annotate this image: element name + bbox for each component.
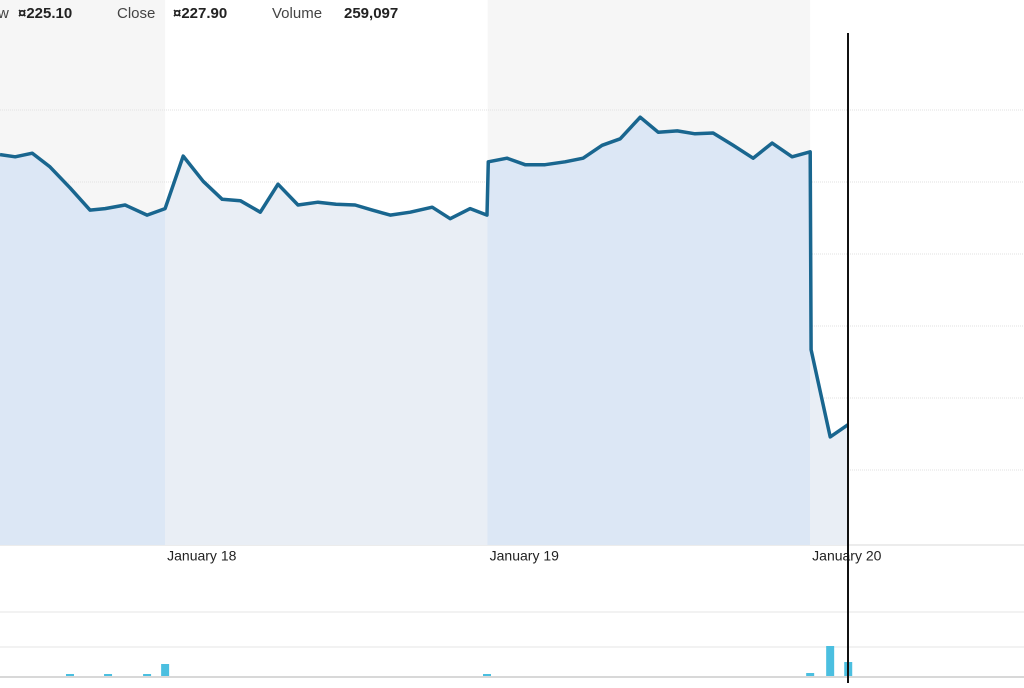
volume-bar <box>806 673 815 676</box>
volume-bar <box>826 646 835 676</box>
header-label: w <box>0 5 9 22</box>
x-tick-label: January 20 <box>812 548 881 564</box>
volume-bar <box>104 674 113 676</box>
area <box>0 117 849 545</box>
header-label: Close <box>117 5 155 22</box>
volume-bar <box>483 674 492 676</box>
header-label: Volume <box>272 5 322 22</box>
header-value: ¤227.90 <box>173 5 227 22</box>
line <box>0 115 850 439</box>
x-tick-label: January 19 <box>490 548 559 564</box>
volume-bar <box>65 674 74 676</box>
volume-bar <box>161 664 170 676</box>
x-tick-label: January 18 <box>167 548 236 564</box>
volume-bar <box>143 674 152 676</box>
header-value: 259,097 <box>344 5 398 22</box>
header-value: ¤225.10 <box>18 5 72 22</box>
